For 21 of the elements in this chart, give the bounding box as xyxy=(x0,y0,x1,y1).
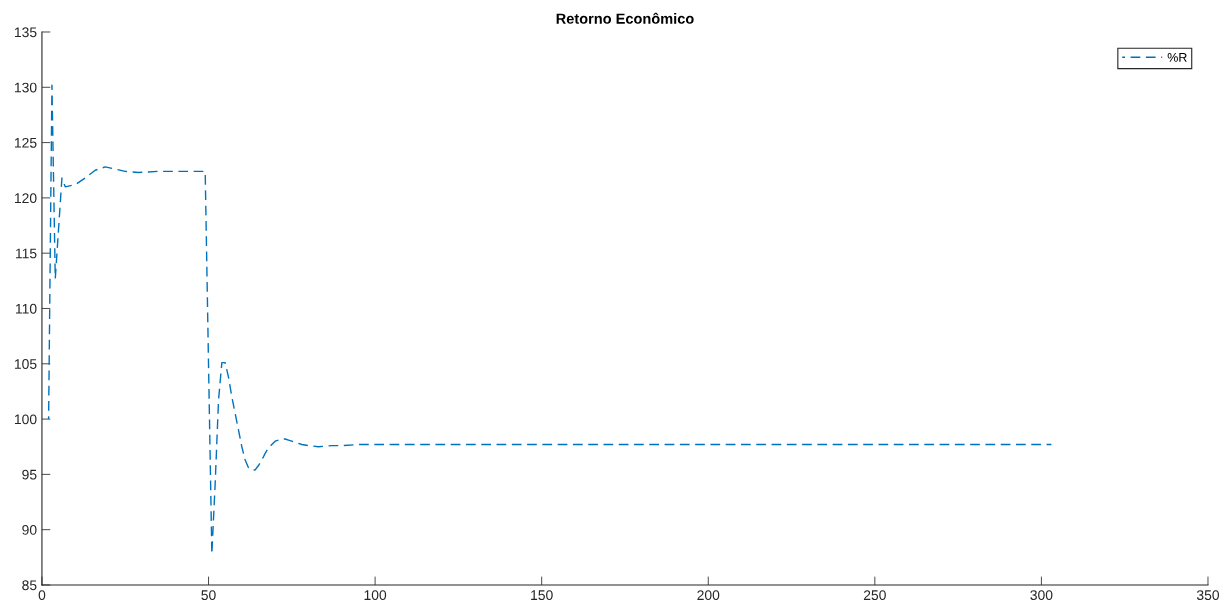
x-tick-label: 0 xyxy=(38,590,46,601)
y-tick-label: 95 xyxy=(22,469,37,480)
y-tick-label: 120 xyxy=(14,193,37,204)
y-tick-label: 100 xyxy=(14,414,37,425)
x-tick-label: 300 xyxy=(1030,590,1053,601)
y-tick-label: 115 xyxy=(15,248,37,259)
x-tick-label: 50 xyxy=(201,590,216,601)
legend-label: %R xyxy=(1167,53,1187,62)
y-tick-label: 135 xyxy=(14,27,37,38)
y-tick-label: 90 xyxy=(22,525,37,535)
y-tick-label: 130 xyxy=(14,82,37,93)
x-tick-label: 150 xyxy=(531,590,553,601)
y-tick-label: 110 xyxy=(15,303,37,314)
x-tick-label: 100 xyxy=(364,590,387,601)
x-tick-label: 250 xyxy=(863,590,886,601)
x-tick-label: 200 xyxy=(697,590,720,601)
y-tick-label: 125 xyxy=(14,137,37,148)
chart-title: Retorno Econômico xyxy=(556,12,694,24)
y-tick-label: 85 xyxy=(22,580,37,591)
x-tick-label: 350 xyxy=(1196,590,1220,601)
y-tick-label: 105 xyxy=(14,359,37,369)
